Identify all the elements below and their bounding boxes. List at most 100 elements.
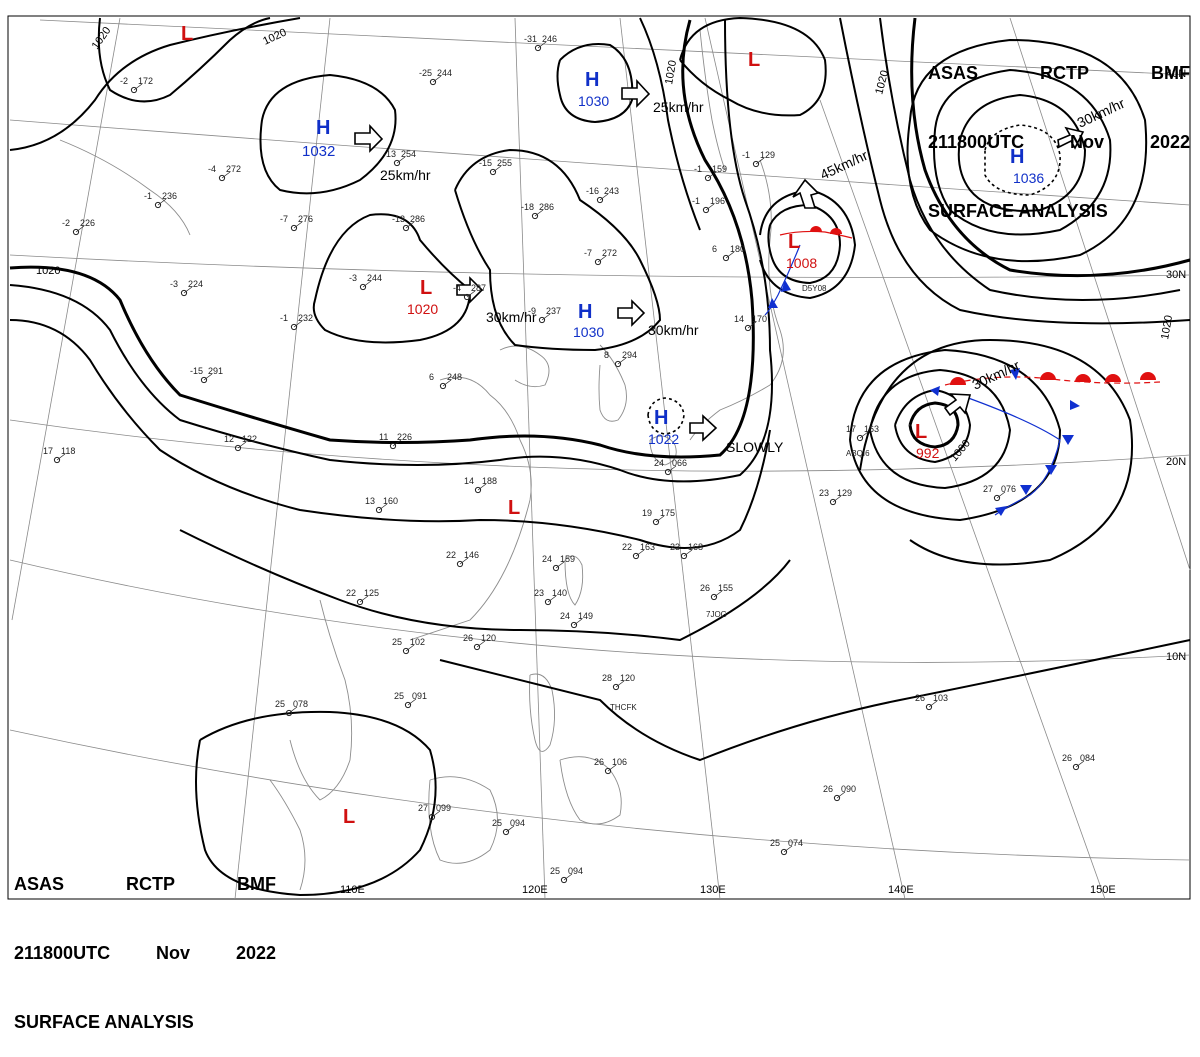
wind-barb xyxy=(573,618,583,626)
station-pressure: 294 xyxy=(622,350,637,360)
station-plot: 17 163 xyxy=(846,424,879,442)
isobar-label: 1020 xyxy=(36,265,60,277)
station-circle xyxy=(560,876,568,884)
station-circle xyxy=(833,794,841,802)
low-value: 992 xyxy=(916,445,940,461)
station-temp: -3 xyxy=(170,279,178,289)
wind-barb xyxy=(667,465,677,473)
motion-arrows xyxy=(354,78,1085,442)
isobar-label-east: 1020 xyxy=(1159,314,1175,340)
isobar-low-992-2 xyxy=(869,368,1012,490)
motion-label: 25km/hr xyxy=(380,167,431,183)
lon-labels: 110E 120E 130E 140E 150E xyxy=(340,884,1116,896)
parallel-30n xyxy=(9,254,1191,278)
station-plot: -1 232 xyxy=(280,313,313,331)
wind-barb xyxy=(75,225,85,233)
station-pressure: 155 xyxy=(718,583,733,593)
warm-front-semicircles xyxy=(810,226,1156,385)
station-plots: -25 244-31 246-15 255-16 243-18 286-13 286-7 27… xyxy=(43,34,1095,884)
low-symbol: L xyxy=(420,277,432,299)
wind-barb xyxy=(442,379,452,387)
station-circle xyxy=(404,701,412,709)
station-circle xyxy=(652,518,660,526)
station-circle xyxy=(710,593,718,601)
motion-label: 30km/hr xyxy=(486,309,537,325)
meridian-150e xyxy=(819,99,1106,900)
wind-barb xyxy=(705,203,715,211)
meridian-100e xyxy=(11,17,121,621)
wind-barb xyxy=(928,700,938,708)
station-pressure: 160 xyxy=(383,496,398,506)
office-code: BMF xyxy=(236,874,276,894)
station-plot: 25 094 xyxy=(492,818,525,836)
isobar-high-1030-b xyxy=(454,148,662,352)
station-pressure: 159 xyxy=(560,554,575,564)
lat-label-20n: 20N xyxy=(1166,456,1186,468)
station-temp: -2 xyxy=(120,76,128,86)
low-value: 1008 xyxy=(786,255,817,271)
station-circle xyxy=(612,683,620,691)
station-temp: 25 xyxy=(392,637,402,647)
isobar-south-low xyxy=(195,710,437,897)
station-pressure: 172 xyxy=(138,76,153,86)
title-block-top: ASAS RCTP BMF 211800UTC Nov 2022 SURFACE… xyxy=(928,16,1190,246)
station-circle xyxy=(538,316,546,324)
station-temp: 25 xyxy=(394,691,404,701)
station-plot: 22 125 xyxy=(346,588,379,606)
product-name: SURFACE ANALYSIS xyxy=(928,201,1108,221)
station-temp: 22 xyxy=(622,542,632,552)
high-symbol: H xyxy=(585,69,599,91)
station-temp: -4 xyxy=(453,283,461,293)
station-pressure: 078 xyxy=(293,699,308,709)
wind-barb xyxy=(466,290,476,298)
cold-front-east xyxy=(959,394,1061,516)
station-circle xyxy=(402,647,410,655)
low-value: 1020 xyxy=(407,301,438,317)
station-temp: -2 xyxy=(62,218,70,228)
station-temp: -9 xyxy=(528,306,536,316)
station-plot: 13 160 xyxy=(365,496,398,514)
station-circle xyxy=(393,159,401,167)
station-circle xyxy=(489,168,497,176)
coast-malaysia xyxy=(269,779,306,891)
station-circle xyxy=(544,598,552,606)
wind-barb xyxy=(713,590,723,598)
station-pressure: 196 xyxy=(710,196,725,206)
station-code: RCTP xyxy=(126,874,175,894)
station-pressure: 129 xyxy=(837,488,852,498)
valid-time: 211800UTC xyxy=(928,132,1025,152)
isobar-east-3 xyxy=(910,17,1191,278)
station-circle xyxy=(429,78,437,86)
wind-barb xyxy=(431,810,441,818)
wind-barb xyxy=(541,313,551,321)
station-temp: -1 xyxy=(694,164,702,174)
fronts xyxy=(764,226,1161,516)
station-pressure: 226 xyxy=(397,432,412,442)
coast-mongolia xyxy=(59,139,191,236)
wind-barb xyxy=(293,221,303,229)
station-pressure: 246 xyxy=(542,34,557,44)
wind-barb xyxy=(459,557,469,565)
product-name: SURFACE ANALYSIS xyxy=(14,1012,194,1032)
lon-label-110e: 110E xyxy=(340,884,365,896)
station-pressure: 291 xyxy=(208,366,223,376)
station-temp: 8 xyxy=(604,350,609,360)
parallel-20n xyxy=(9,419,1191,472)
station-plot: 26 103 xyxy=(915,693,948,711)
lon-label-120e: 120E xyxy=(522,884,548,896)
high-center-1036: H 1036 xyxy=(1010,146,1044,186)
motion-arrow-8 xyxy=(689,414,718,442)
title-line-2: 211800UTC Nov 2022 xyxy=(928,131,1190,154)
station-temp: 17 xyxy=(43,446,53,456)
coast-borneo xyxy=(428,776,498,864)
station-pressure: 224 xyxy=(188,279,203,289)
station-pressure: 140 xyxy=(552,588,567,598)
wind-barb xyxy=(293,320,303,328)
station-temp: -25 xyxy=(419,68,432,78)
isobar-6 xyxy=(639,17,701,231)
station-temp: 24 xyxy=(560,611,570,621)
wind-barb xyxy=(615,680,625,688)
station-temp: 27 xyxy=(418,803,428,813)
wind-barb xyxy=(183,286,193,294)
dashed-high-1022 xyxy=(647,397,685,435)
